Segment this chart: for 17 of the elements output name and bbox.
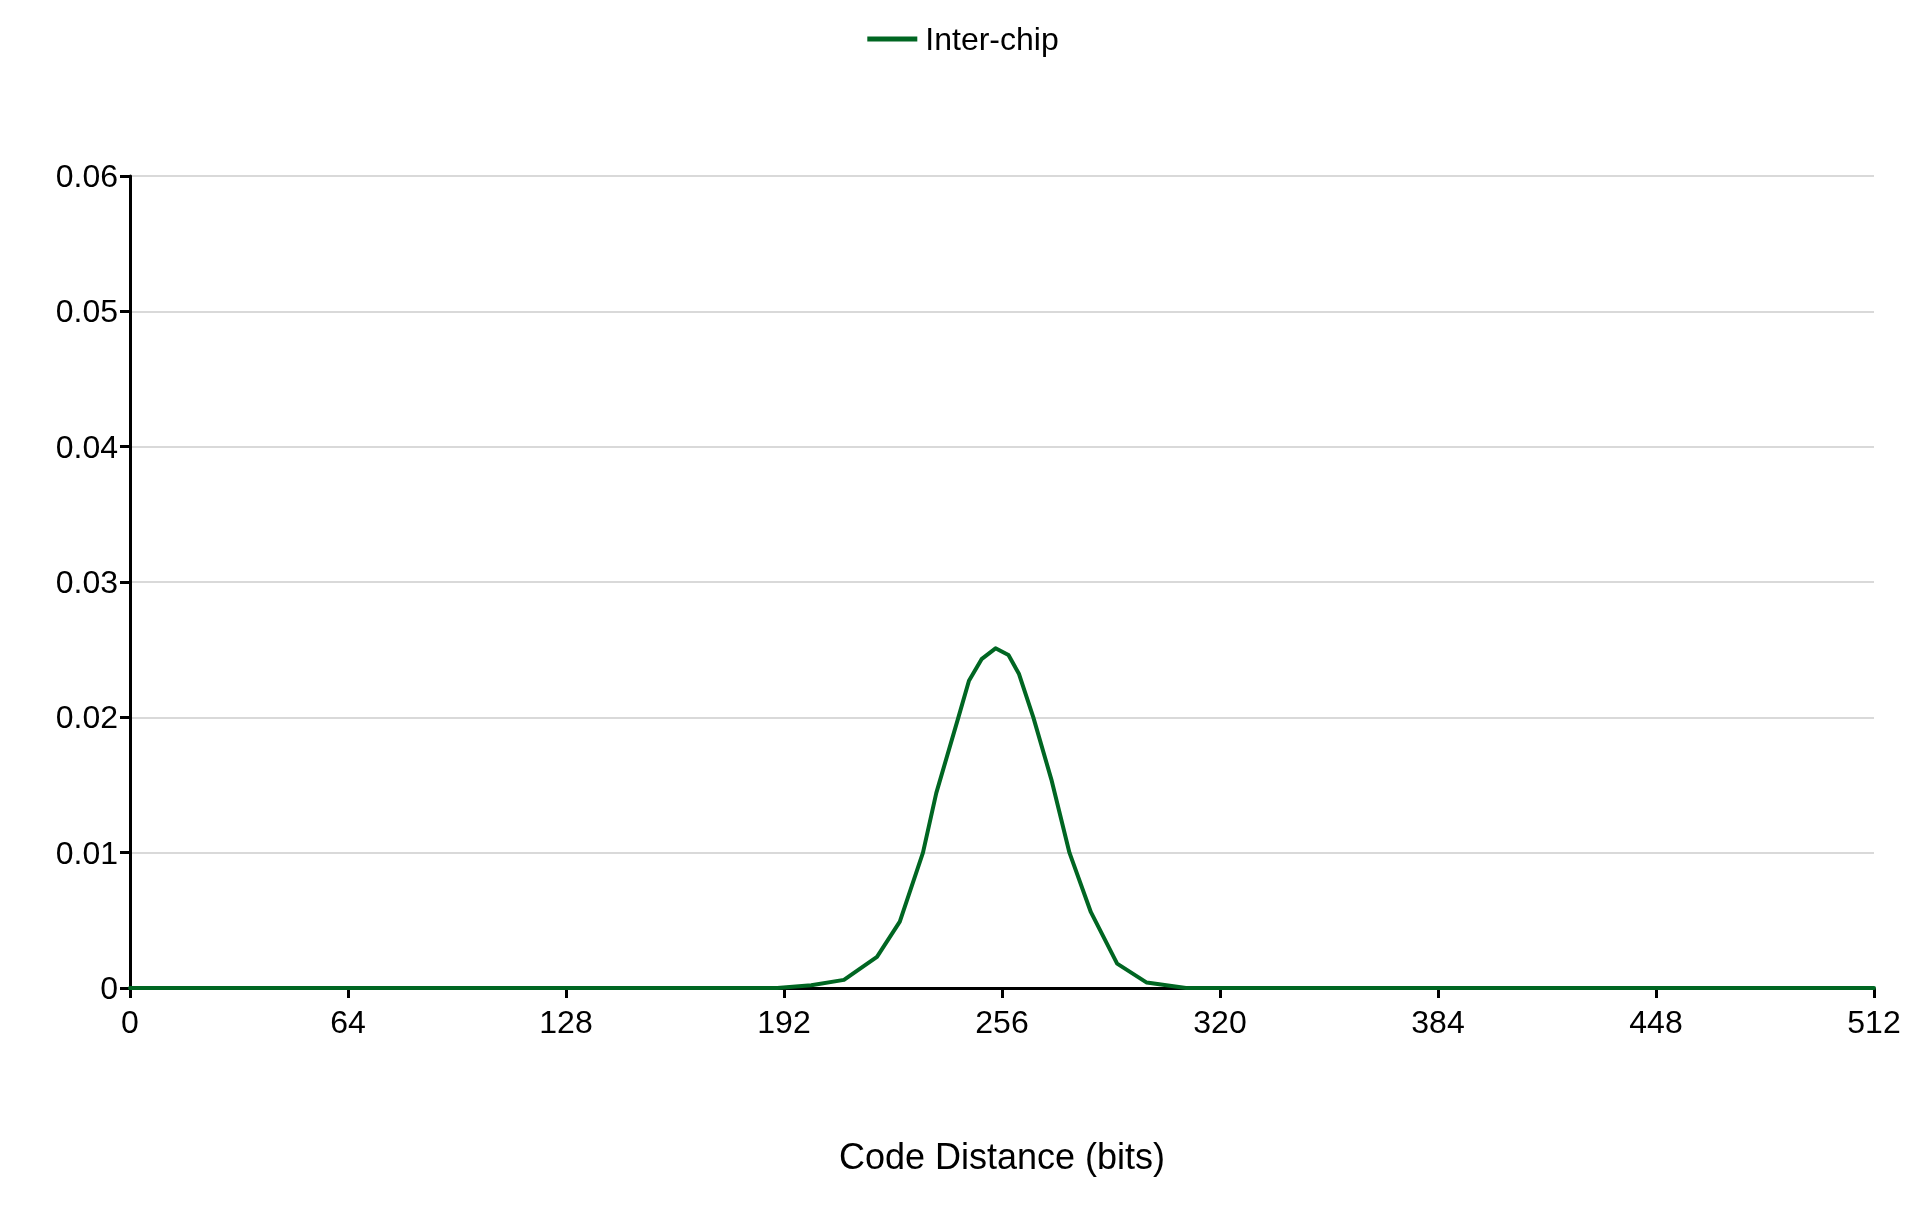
y-tick-label: 0.04 [55,428,118,465]
x-tick-label: 320 [1193,1004,1247,1040]
y-tick-label: 0.06 [55,158,118,194]
x-tick-label: 192 [757,1004,811,1040]
y-tick-label: 0.05 [55,293,118,330]
x-tick-label: 384 [1411,1004,1465,1040]
y-tick-label: 0.03 [55,564,118,600]
y-tick-label: 0 [100,970,118,1006]
legend-label: Inter-chip [925,21,1059,57]
y-tick-label: 0.01 [55,834,118,871]
x-axis-title: Code Distance (bits) [838,1135,1166,1177]
x-tick-label: 448 [1629,1004,1683,1040]
x-tick-label: 64 [330,1004,366,1040]
y-tick-label: 0.02 [55,699,118,736]
x-tick-label: 256 [975,1004,1029,1040]
x-tick-label: 128 [539,1004,593,1040]
x-tick-label: 512 [1847,1004,1901,1040]
